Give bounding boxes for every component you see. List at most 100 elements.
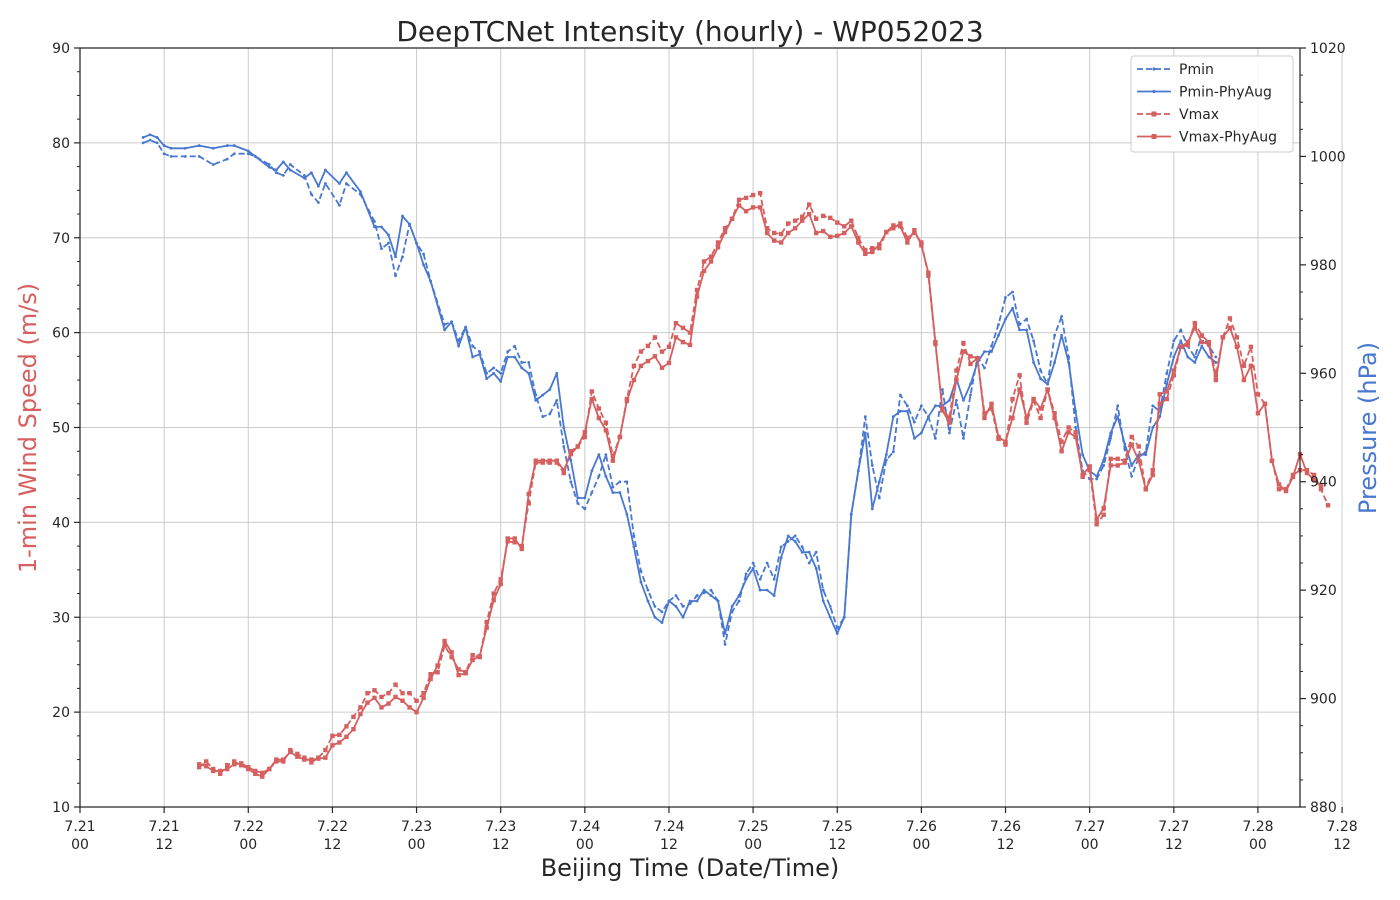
data-point [1059, 439, 1064, 444]
x-tick-time: 00 [576, 837, 594, 853]
x-tick-date: 7.25 [822, 819, 853, 835]
data-point [597, 474, 601, 478]
data-point [1136, 458, 1141, 463]
data-point [478, 350, 482, 353]
data-point [990, 350, 993, 353]
data-point [934, 436, 937, 440]
data-point [695, 599, 699, 603]
data-point [471, 344, 475, 348]
data-point [1095, 474, 1099, 478]
x-tick-time: 00 [1081, 837, 1099, 853]
data-point [183, 155, 187, 158]
data-point [575, 444, 581, 449]
data-point [891, 223, 896, 228]
data-point [408, 222, 411, 226]
data-point [569, 480, 573, 484]
data-point [1199, 333, 1205, 338]
data-point [246, 764, 251, 770]
data-point [414, 709, 419, 715]
data-point [491, 597, 496, 603]
data-point [1018, 328, 1021, 332]
data-point [365, 690, 370, 696]
data-point [941, 388, 944, 391]
data-point [990, 344, 993, 348]
data-point [863, 431, 867, 435]
data-point [821, 599, 825, 603]
data-point [597, 453, 601, 457]
data-point [457, 344, 461, 348]
data-point [750, 192, 756, 198]
data-point [1052, 415, 1057, 421]
x-tick-date: 7.26 [990, 819, 1021, 835]
data-point [400, 690, 405, 696]
data-point [196, 764, 202, 770]
data-point [1248, 363, 1254, 369]
data-point [863, 415, 867, 419]
data-point [561, 467, 566, 473]
data-point [772, 577, 776, 581]
data-point [905, 409, 909, 413]
data-point [604, 453, 608, 457]
data-point [555, 398, 559, 402]
data-point [422, 263, 425, 267]
series-pmin [141, 138, 1218, 646]
data-point [380, 247, 383, 250]
legend-marker [1152, 89, 1156, 94]
data-point [1206, 341, 1212, 347]
data-point [1165, 371, 1169, 375]
data-point [1039, 369, 1042, 372]
data-point [842, 615, 846, 619]
data-point [211, 768, 216, 774]
data-point [1024, 420, 1029, 425]
data-point [1108, 456, 1113, 462]
data-point [1207, 355, 1211, 359]
data-point [1290, 474, 1296, 480]
data-point [204, 759, 209, 764]
data-point [814, 567, 818, 570]
data-point [638, 349, 644, 354]
data-point [835, 220, 840, 225]
data-point [835, 632, 839, 635]
x-tick-time: 12 [997, 837, 1015, 853]
data-point [513, 344, 517, 348]
y-left-tick-label: 40 [52, 515, 70, 531]
data-point [962, 398, 965, 402]
data-point [765, 588, 769, 592]
data-point [1165, 382, 1169, 386]
data-point [253, 768, 258, 774]
data-point [568, 449, 574, 454]
data-point [639, 580, 643, 584]
data-point [744, 577, 748, 581]
data-point [295, 751, 300, 757]
data-point [1234, 335, 1240, 340]
data-point [673, 335, 679, 340]
data-point [842, 224, 847, 229]
data-point [1109, 431, 1113, 435]
data-point [1164, 389, 1169, 394]
data-point [582, 430, 588, 435]
data-point [723, 632, 727, 635]
data-point [527, 361, 531, 364]
data-point [611, 485, 615, 489]
data-point [1038, 415, 1043, 421]
data-point [407, 690, 412, 696]
data-point [338, 182, 341, 185]
data-point [618, 480, 622, 484]
data-point [443, 328, 446, 332]
data-point [667, 599, 671, 603]
data-point [211, 163, 215, 166]
data-point [218, 768, 223, 774]
x-tick-time: 12 [155, 837, 173, 853]
data-point [1318, 486, 1324, 492]
x-tick-date: 7.22 [233, 819, 264, 835]
data-point [1130, 474, 1134, 478]
data-point [1255, 411, 1261, 416]
data-point [527, 371, 531, 375]
data-point [281, 757, 286, 762]
data-point [1017, 387, 1022, 392]
x-tick-date: 7.28 [1242, 819, 1273, 835]
x-tick-time: 12 [1333, 837, 1351, 853]
data-point [806, 202, 812, 207]
data-point [1115, 456, 1120, 462]
